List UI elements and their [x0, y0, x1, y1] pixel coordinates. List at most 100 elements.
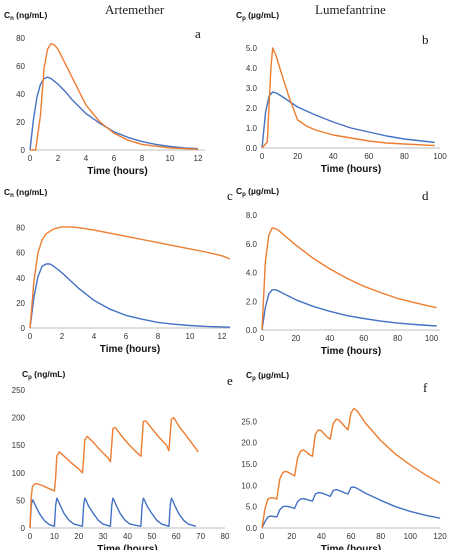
x-tick-label: 80: [376, 532, 385, 541]
y-tick-label: 2.0: [246, 297, 258, 306]
x-tick-label: 40: [317, 532, 326, 541]
x-tick-label: 40: [325, 334, 334, 343]
y-tick-label: 8.0: [246, 211, 258, 220]
y-tick-label: 0: [21, 524, 26, 533]
series-line-blue: [29, 263, 231, 329]
y-tick-label: 1.0: [246, 124, 258, 133]
y-tick-label: 6.0: [246, 240, 258, 249]
y-tick-label: 80: [16, 34, 25, 43]
x-axis-label: Time (hours): [321, 544, 381, 550]
y-axis-label: Cp (µg/mL): [236, 10, 279, 22]
x-tick-label: 10: [186, 332, 195, 341]
series-line-blue: [29, 76, 199, 151]
x-tick-label: 60: [347, 532, 356, 541]
x-tick-label: 12: [218, 332, 227, 341]
y-tick-label: 0: [21, 324, 26, 333]
y-tick-label: 20: [16, 299, 25, 308]
x-tick-label: 2: [60, 332, 65, 341]
y-tick-label: 25.0: [241, 417, 257, 426]
x-axis-label: Time (hours): [87, 166, 147, 177]
panel-e: 0 10 20 30 40 50 60 70 80 0 50 100 150 200 250 Cp (ng/m…: [12, 369, 233, 550]
series-line-blue: [261, 91, 435, 149]
y-axis-label: Cn (ng/mL): [4, 187, 48, 199]
panel-letter: c: [227, 188, 233, 203]
y-axis-label: Cp (ng/mL): [22, 369, 66, 381]
x-tick-label: 40: [123, 532, 132, 541]
y-tick-label: 0: [21, 146, 26, 155]
x-tick-label: 0: [260, 334, 265, 343]
panel-letter: b: [422, 32, 429, 47]
x-tick-label: 30: [99, 532, 108, 541]
x-tick-label: 6: [124, 332, 129, 341]
panel-letter: d: [422, 188, 429, 203]
x-tick-label: 120: [433, 532, 447, 541]
series-line-blue: [261, 486, 441, 529]
x-axis-label: Time (hours): [97, 544, 157, 550]
y-tick-label: 60: [16, 249, 25, 258]
x-tick-label: 0: [260, 532, 265, 541]
y-tick-label: 40: [16, 274, 25, 283]
x-axis-label: Time (hours): [100, 344, 160, 355]
x-tick-label: 0: [28, 532, 33, 541]
series-line-orange: [261, 407, 441, 529]
series-line-orange: [261, 47, 435, 149]
y-tick-label: 250: [12, 386, 26, 395]
x-axis-label: Time (hours): [321, 164, 381, 175]
y-tick-label: 5.0: [246, 503, 258, 512]
x-tick-label: 0: [260, 152, 265, 161]
x-tick-label: 60: [364, 152, 373, 161]
x-tick-label: 0: [28, 154, 33, 163]
y-axis-label: Cp (µg/mL): [246, 370, 289, 382]
y-tick-label: 4.0: [246, 64, 258, 73]
x-tick-label: 8: [156, 332, 161, 341]
y-tick-label: 3.0: [246, 84, 258, 93]
x-tick-label: 12: [194, 154, 203, 163]
x-tick-label: 20: [293, 152, 302, 161]
series-line-blue: [29, 497, 196, 529]
x-tick-label: 60: [172, 532, 181, 541]
y-tick-label: 150: [12, 441, 26, 450]
x-axis-label: Time (hours): [321, 346, 381, 357]
y-tick-label: 40: [16, 90, 25, 99]
panel-c: 0 2 4 6 8 10 12 0 20 40 60 80 Cn (ng/mL) Time (hours)…: [4, 187, 233, 355]
x-tick-label: 2: [56, 154, 61, 163]
panel-letter: a: [195, 26, 201, 41]
y-tick-label: 4.0: [246, 269, 258, 278]
x-tick-label: 100: [425, 334, 439, 343]
x-tick-label: 80: [400, 152, 409, 161]
x-tick-label: 4: [84, 154, 89, 163]
x-tick-label: 70: [196, 532, 205, 541]
y-tick-label: 10.0: [241, 481, 257, 490]
panel-f: 0 20 40 60 80 100 120 0.0 5.0 10.0 15.0 20.0 25.0 Cp …: [241, 370, 447, 550]
series-line-orange: [261, 227, 437, 331]
y-tick-label: 0.0: [246, 326, 258, 335]
y-tick-label: 200: [12, 414, 26, 423]
y-tick-label: 20: [16, 118, 25, 127]
y-tick-label: 0.0: [246, 144, 258, 153]
heading-artemether: Artemether: [105, 2, 165, 17]
y-tick-label: 50: [16, 496, 25, 505]
x-tick-label: 8: [140, 154, 145, 163]
x-tick-label: 0: [28, 332, 33, 341]
heading-lumefantrine: Lumefantrine: [315, 2, 386, 17]
x-tick-label: 4: [92, 332, 97, 341]
x-tick-label: 20: [291, 334, 300, 343]
x-tick-label: 60: [359, 334, 368, 343]
x-tick-label: 100: [433, 152, 447, 161]
x-tick-label: 20: [287, 532, 296, 541]
x-tick-label: 40: [329, 152, 338, 161]
x-tick-label: 80: [393, 334, 402, 343]
panel-b: 0 20 40 60 80 100 0.0 1.0 2.0 3.0 4.0 5.0 Cp (µg/mL)…: [236, 10, 447, 175]
x-tick-label: 20: [74, 532, 83, 541]
y-axis-label: Cp (µg/mL): [236, 186, 279, 198]
y-tick-label: 20.0: [241, 439, 257, 448]
panel-letter: e: [227, 373, 233, 388]
y-tick-label: 15.0: [241, 460, 257, 469]
x-tick-label: 50: [147, 532, 156, 541]
y-tick-label: 0.0: [246, 524, 258, 533]
y-axis-label: Cn (ng/mL): [4, 10, 48, 22]
x-tick-label: 10: [166, 154, 175, 163]
x-tick-label: 100: [404, 532, 418, 541]
